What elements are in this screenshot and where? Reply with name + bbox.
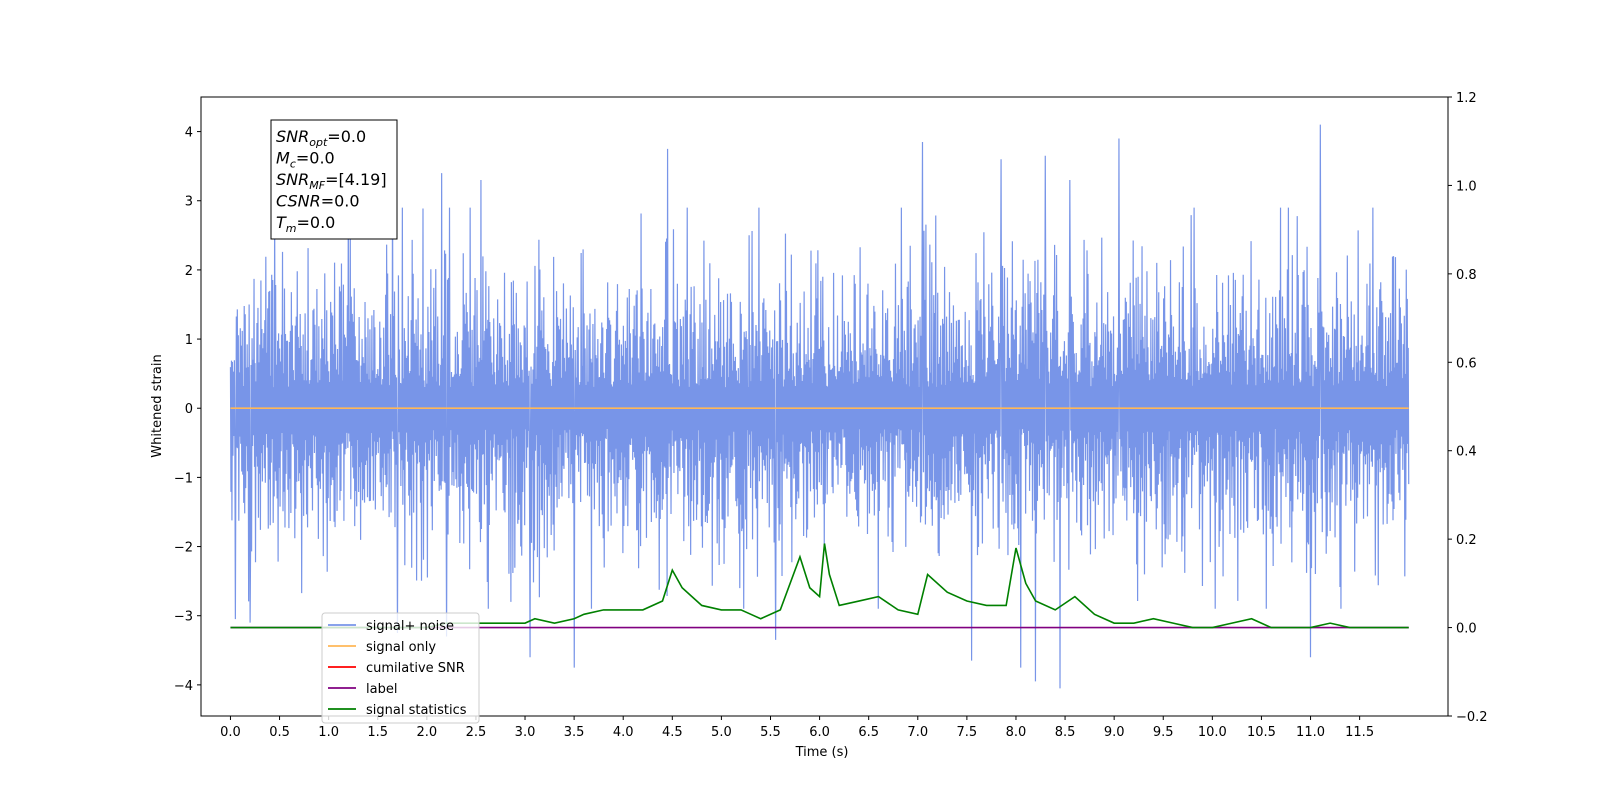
y-tick-label: −1 <box>174 471 193 486</box>
legend-entry: label <box>366 682 397 697</box>
legend-entry: signal only <box>366 640 436 655</box>
y-axis-right: 1.2 1.0 0.8 0.6 0.4 0.2 0.0 −0.2 <box>1448 91 1488 725</box>
x-tick-label: 5.0 <box>711 725 732 740</box>
x-tick-label: 2.0 <box>416 725 437 740</box>
annotation-frame <box>270 119 398 240</box>
annotation-subscript: m <box>286 222 297 235</box>
annotation-symbol: SNR <box>276 127 309 146</box>
annotation-line: SNRMF=[4.19] <box>276 170 387 192</box>
y-tick-label: −4 <box>174 679 193 694</box>
y-tick-label: 3 <box>185 195 193 210</box>
x-tick-label: 11.0 <box>1296 725 1325 740</box>
x-tick-label: 10.0 <box>1198 725 1227 740</box>
legend-entry: signal+ noise <box>366 619 454 634</box>
annotation-box: SNRopt=0.0Mc=0.0SNRMF=[4.19]CSNR=0.0Tm=0… <box>270 119 398 240</box>
x-axis-label: Time (s) <box>795 745 849 760</box>
x-tick-label: 6.0 <box>809 725 830 740</box>
series-signal-noise <box>229 124 1410 689</box>
x-tick-label: 1.5 <box>367 725 388 740</box>
annotation-symbol: T <box>276 213 287 232</box>
x-tick-label: 1.0 <box>318 725 339 740</box>
annotation-value: =0.0 <box>327 127 366 146</box>
y2-tick-label: −0.2 <box>1456 710 1488 725</box>
x-tick-label: 3.0 <box>515 725 536 740</box>
y2-tick-label: 1.0 <box>1456 179 1477 194</box>
y2-tick-label: 0.4 <box>1456 445 1477 460</box>
series-signal-statistics <box>230 543 1409 629</box>
x-tick-label: 0.0 <box>220 725 241 740</box>
x-tick-label: 8.0 <box>1006 725 1027 740</box>
plot-frame <box>200 96 1449 717</box>
y2-tick-label: 0.0 <box>1456 622 1477 637</box>
y-axis-left: 4 3 2 1 0 −1 −2 −3 −4 <box>174 126 201 694</box>
y-tick-label: 2 <box>185 264 193 279</box>
x-tick-label: 4.0 <box>613 725 634 740</box>
y-tick-label: 4 <box>185 126 193 141</box>
x-tick-label: 10.5 <box>1247 725 1276 740</box>
annotation-line: Tm=0.0 <box>276 213 335 235</box>
legend-frame <box>321 612 480 724</box>
annotation-subscript: opt <box>309 136 328 149</box>
annotation-symbol: CSNR <box>276 192 321 211</box>
x-tick-label: 2.5 <box>466 725 487 740</box>
x-tick-label: 6.5 <box>858 725 879 740</box>
y-tick-label: 0 <box>185 402 193 417</box>
annotation-symbol: SNR <box>276 170 309 189</box>
x-tick-label: 3.5 <box>564 725 585 740</box>
legend-entry: signal statistics <box>366 703 467 718</box>
y2-tick-label: 0.6 <box>1456 356 1477 371</box>
x-tick-label: 0.5 <box>269 725 290 740</box>
legend-entry: cumilative SNR <box>366 661 465 676</box>
y-tick-label: −2 <box>174 541 193 556</box>
annotation-line: CSNR=0.0 <box>276 192 360 211</box>
y-tick-label: −3 <box>174 610 193 625</box>
x-tick-label: 4.5 <box>662 725 683 740</box>
y-tick-label: 1 <box>185 333 193 348</box>
x-tick-label: 9.5 <box>1153 725 1174 740</box>
annotation-line: SNRopt=0.0 <box>276 127 366 149</box>
x-tick-label: 8.5 <box>1055 725 1076 740</box>
annotation-line: Mc=0.0 <box>276 149 335 171</box>
annotation-symbol: M <box>276 149 290 168</box>
y2-tick-label: 1.2 <box>1456 91 1477 106</box>
x-tick-label: 11.5 <box>1345 725 1374 740</box>
y2-tick-label: 0.2 <box>1456 533 1477 548</box>
annotation-value: =0.0 <box>296 149 335 168</box>
x-tick-label: 5.5 <box>760 725 781 740</box>
annotation-value: =0.0 <box>297 213 336 232</box>
y2-tick-label: 0.8 <box>1456 268 1477 283</box>
annotation-value: =[4.19] <box>325 170 387 189</box>
y-axis-label: Whitened strain <box>150 354 165 457</box>
x-tick-label: 9.0 <box>1104 725 1125 740</box>
annotation-subscript: c <box>290 158 296 171</box>
x-tick-label: 7.5 <box>957 725 978 740</box>
annotation-subscript: MF <box>309 179 325 192</box>
x-tick-label: 7.0 <box>907 725 928 740</box>
annotation-value: =0.0 <box>321 192 360 211</box>
x-axis: 0.0 0.5 1.0 1.5 2.0 2.5 3.0 3.5 4.0 4.5 5.0 5.5 6.0 6… <box>220 716 1374 740</box>
legend: signal+ noise signal only cumilative SNR la… <box>321 612 480 724</box>
